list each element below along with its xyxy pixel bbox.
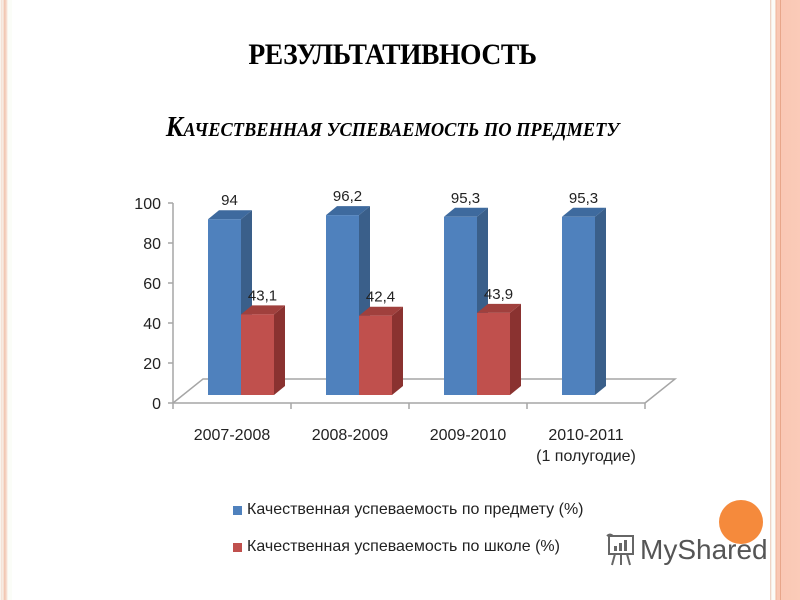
svg-text:40: 40 [143,316,161,333]
svg-text:95,3: 95,3 [451,190,480,207]
watermark-text: MyShared [640,534,768,565]
svg-text:(1 полугодие): (1 полугодие) [536,448,636,465]
svg-text:100: 100 [134,196,161,213]
legend-item-school: Качественная успеваемость по школе (%) [233,537,584,557]
legend-label: Качественная успеваемость по предмету (%… [247,501,584,518]
chart-legend: Качественная успеваемость по предмету (%… [233,500,584,574]
decorative-orange-dot [719,500,763,544]
svg-text:95,3: 95,3 [569,190,598,207]
svg-text:80: 80 [143,236,161,253]
slide-title: РЕЗУЛЬТАТИВНОСТЬ [248,38,537,71]
svg-text:94: 94 [221,192,238,209]
svg-text:60: 60 [143,276,161,293]
svg-text:43,1: 43,1 [248,287,277,304]
svg-text:0: 0 [152,396,161,413]
svg-text:20: 20 [143,356,161,373]
svg-text:2009-2010: 2009-2010 [430,427,507,444]
legend-item-subject: Качественная успеваемость по предмету (%… [233,500,584,520]
legend-swatch-red [233,542,242,552]
left-decorative-border [0,0,12,600]
presentation-board-icon [606,533,634,566]
legend-swatch-blue [233,505,242,515]
svg-text:96,2: 96,2 [333,188,362,205]
svg-text:2008-2009: 2008-2009 [312,427,389,444]
svg-text:43,9: 43,9 [484,286,513,303]
svg-text:2010-2011: 2010-2011 [548,427,623,444]
svg-text:42,4: 42,4 [366,289,395,306]
subtitle-rest: АЧЕСТВЕННАЯ УСПЕВАЕМОСТЬ ПО ПРЕДМЕТУ [183,119,620,141]
legend-label: Качественная успеваемость по школе (%) [247,538,560,555]
right-decorative-border [770,0,800,600]
svg-text:2007-2008: 2007-2008 [194,427,271,444]
myshared-watermark: MyShared [606,533,768,567]
slide-subtitle: КАЧЕСТВЕННАЯ УСПЕВАЕМОСТЬ ПО ПРЕДМЕТУ [31,112,753,144]
subtitle-initial: К [165,112,184,143]
